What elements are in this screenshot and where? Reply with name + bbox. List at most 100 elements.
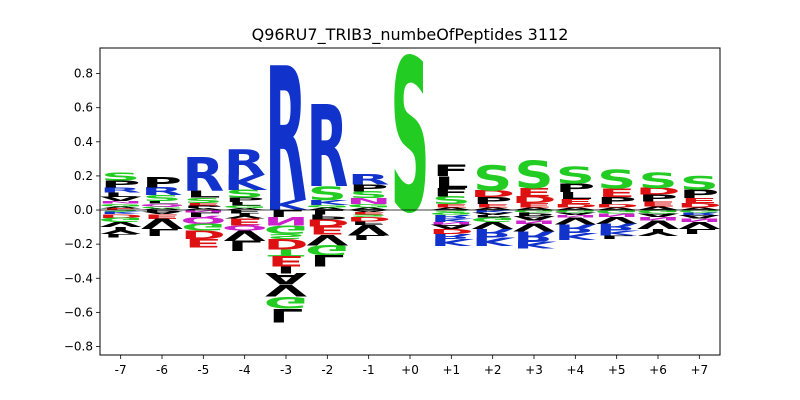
logo-letter: A — [637, 206, 679, 211]
logo-letter: R — [265, 30, 307, 244]
logo-letter: K — [596, 229, 641, 237]
logo-letter: D — [305, 217, 350, 228]
logo-letter: P — [473, 196, 513, 207]
logo-letter: Y — [100, 225, 142, 236]
logo-letter: N — [429, 221, 474, 225]
logo-letter: N — [263, 214, 308, 227]
logo-letter: L — [186, 189, 221, 200]
logo-letter: F — [226, 209, 263, 214]
logo-letter: N — [346, 197, 391, 206]
logo-letter: K — [472, 234, 516, 247]
logo-letter: E — [350, 211, 387, 215]
logo-letter: G — [346, 203, 391, 208]
logo-letter: P — [142, 209, 182, 212]
logo-letter: N — [594, 212, 639, 217]
logo-letter: G — [553, 209, 598, 213]
logo-letter: K — [224, 171, 269, 196]
logo-letter: R — [430, 232, 472, 240]
logo-letter: S — [225, 188, 264, 200]
logo-letter: S — [514, 153, 553, 196]
x-tick-label: -4 — [239, 363, 251, 377]
logo-letter: V — [100, 220, 142, 228]
logo-letter: S — [473, 158, 512, 199]
logo-letter: G — [594, 209, 639, 214]
logo-letter: L — [103, 192, 138, 199]
logo-letter: G — [181, 221, 226, 232]
logo-letter: S — [680, 172, 719, 194]
y-axis: −0.8 −0.6 −0.4 −0.2 0.0 0.2 0.4 0.6 0.8 — [64, 67, 100, 353]
logo-letter: G — [264, 293, 309, 312]
x-tick-label: +7 — [690, 363, 708, 377]
logo-letter: L — [227, 237, 262, 253]
logo-letter: S — [638, 168, 677, 193]
logo-letter: G — [305, 241, 350, 257]
logo-letter: G — [512, 209, 557, 213]
x-tick-label: +1 — [442, 363, 460, 377]
logo-letter: N — [511, 219, 556, 224]
logo-letter: R — [100, 186, 142, 194]
logo-letter: G — [470, 216, 515, 223]
logo-letter: A — [678, 214, 720, 219]
logo-letter: Q — [180, 214, 226, 225]
logo-letter: A — [678, 207, 720, 211]
logo-letter: N — [98, 201, 143, 205]
logo-letter: K — [554, 231, 599, 242]
logo-letter: L — [310, 251, 345, 270]
logo-letter: V — [678, 220, 720, 231]
logo-letter: L — [269, 304, 304, 326]
logo-letter: G — [636, 209, 681, 214]
logo-letter: E — [433, 203, 470, 208]
logo-letter: P — [307, 212, 347, 220]
logo-letter: P — [349, 183, 389, 194]
y-tick-label: −0.6 — [64, 305, 93, 319]
logo-letter: Y — [224, 212, 266, 220]
logo-letter: S — [432, 209, 471, 213]
logo-letter: L — [186, 211, 221, 218]
logo-letter: V — [596, 214, 638, 225]
logo-letter: E — [639, 200, 676, 208]
x-tick-label: -5 — [197, 363, 209, 377]
logo-letter: E — [226, 216, 263, 227]
logo-letter: V — [265, 281, 307, 300]
logo-letter: S — [142, 194, 181, 203]
y-tick-label: −0.4 — [64, 271, 93, 285]
logo-letter: G — [98, 203, 143, 207]
logo-letter: E — [515, 186, 552, 199]
logo-letter: L — [145, 226, 180, 237]
logo-letter: K — [430, 237, 475, 248]
logo-letter: F — [433, 161, 470, 180]
logo-letter: L — [599, 234, 634, 239]
logo-letter: D — [346, 216, 391, 223]
logo-letter: Q — [139, 203, 185, 207]
logo-letter: P — [101, 179, 141, 190]
x-tick-label: +5 — [608, 363, 626, 377]
logo-letter: G — [98, 216, 143, 223]
logo-letter: R — [430, 214, 472, 219]
logo-letter: K — [306, 199, 351, 207]
logo-letter: A — [306, 207, 348, 211]
logo-letter: K — [430, 217, 475, 222]
logo-letter: A — [596, 207, 638, 211]
logo-letter: G — [222, 205, 267, 209]
logo-letter: R — [141, 186, 183, 198]
logo-letter: L — [227, 201, 262, 206]
logo-letter: L — [682, 227, 717, 235]
logo-letter: S — [390, 16, 429, 261]
logo-letter: S — [349, 190, 388, 201]
logo-letter: E — [474, 203, 511, 208]
logo-letter: K — [513, 239, 558, 250]
chart-title: Q96RU7_TRIB3_numbeOfPeptides 3112 — [252, 25, 569, 45]
logo-letter: D — [635, 186, 680, 197]
logo-letter: D — [511, 195, 556, 206]
logo-letter: E — [267, 253, 304, 269]
x-tick-label: -1 — [363, 363, 375, 377]
logo-letter: V — [306, 231, 348, 247]
logo-letter: A — [141, 208, 183, 211]
logo-letter: S — [556, 162, 595, 189]
logo-letter: P — [514, 211, 554, 216]
logo-letter: D — [470, 189, 515, 200]
logo-letter: S — [349, 214, 388, 218]
logo-letter: D — [677, 202, 722, 209]
logo-letter: A — [100, 206, 142, 209]
y-tick-label: 0.0 — [74, 203, 93, 217]
